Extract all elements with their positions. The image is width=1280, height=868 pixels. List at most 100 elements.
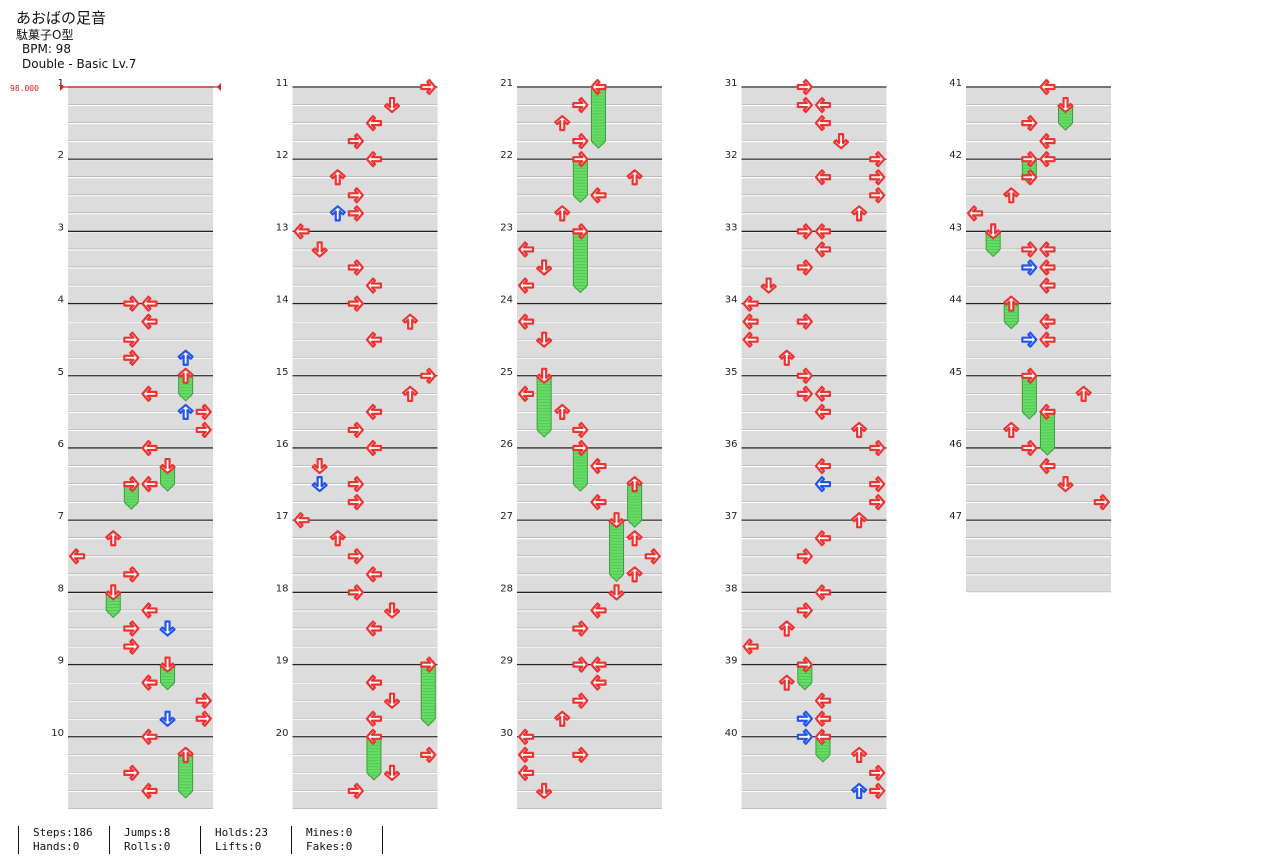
beat-band	[292, 412, 438, 429]
measure-number: 19	[276, 656, 289, 667]
beat-band	[292, 683, 438, 700]
beat-band	[741, 773, 887, 790]
difficulty-label: Double - Basic Lv.7	[22, 57, 137, 71]
step-arrow-l	[1039, 331, 1056, 348]
step-arrow-l	[814, 457, 832, 475]
beat-band	[741, 304, 887, 321]
step-arrow-r	[123, 295, 140, 312]
beat-band	[741, 142, 887, 159]
beat-band	[68, 196, 213, 213]
stat-holds: Holds:23	[215, 826, 268, 839]
beat-band	[741, 719, 887, 736]
beat-band	[966, 196, 1111, 213]
step-arrow-r	[1021, 439, 1038, 457]
step-arrow-r	[123, 476, 140, 493]
step-arrow-l	[1039, 277, 1056, 294]
beat-band	[292, 593, 438, 610]
measure-number: 4	[58, 295, 64, 306]
step-arrow-l	[517, 728, 535, 745]
step-arrow-r	[644, 548, 661, 565]
beat-band	[517, 232, 662, 249]
beat-band	[68, 665, 213, 682]
beat-band	[292, 773, 438, 790]
beat-band	[292, 178, 438, 195]
step-arrow-u	[1075, 385, 1092, 402]
step-arrow-d	[383, 692, 401, 709]
step-arrow-r	[869, 476, 886, 493]
beat-band	[517, 160, 662, 177]
beat-band	[292, 142, 438, 159]
step-arrow-l	[365, 439, 383, 457]
measure-number: 5	[58, 367, 64, 378]
beat-band	[68, 430, 213, 447]
step-arrow-r	[796, 728, 813, 745]
beat-band	[68, 701, 213, 718]
beat-band	[292, 665, 438, 682]
step-arrow-d	[1057, 96, 1074, 114]
step-arrow-u	[105, 530, 122, 547]
beat-band	[68, 160, 213, 177]
step-arrow-l	[365, 620, 383, 637]
measure-number: 38	[725, 583, 738, 594]
beat-band	[741, 629, 887, 646]
step-arrow-l	[590, 187, 607, 204]
beat-band	[741, 557, 887, 574]
step-arrow-r	[123, 566, 140, 583]
beat-band	[292, 268, 438, 285]
step-arrow-r	[347, 476, 364, 493]
beat-band	[68, 322, 213, 339]
measure-number: 35	[725, 367, 738, 378]
beat-band	[741, 394, 887, 411]
step-arrow-l	[590, 674, 607, 691]
beat-band	[517, 88, 662, 105]
stat-lifts: Lifts:0	[215, 840, 262, 853]
beat-band	[741, 683, 887, 700]
step-arrow-r	[869, 187, 886, 204]
step-arrow-l	[141, 602, 158, 619]
step-arrow-l	[365, 403, 383, 420]
beat-band	[68, 719, 213, 736]
beat-band	[741, 503, 887, 520]
beat-band	[741, 593, 887, 610]
stats-col-3: Holds:23 Lifts:0	[200, 826, 291, 854]
beat-band	[292, 449, 438, 466]
beat-band	[517, 340, 662, 357]
step-arrow-u	[778, 620, 795, 637]
step-arrow-r	[796, 367, 813, 384]
beat-band	[741, 485, 887, 502]
beat-band	[966, 232, 1111, 249]
step-arrow-d	[311, 457, 328, 475]
beat-band	[517, 376, 662, 393]
beat-band	[741, 467, 887, 484]
step-arrow-l	[1039, 313, 1056, 330]
beat-band	[292, 791, 438, 808]
beat-band	[292, 232, 438, 249]
step-arrow-r	[420, 78, 437, 96]
step-arrow-u	[1003, 421, 1020, 439]
beat-band	[292, 106, 438, 123]
beat-band	[292, 629, 438, 646]
step-arrow-u	[329, 530, 346, 547]
measure-number: 47	[949, 511, 962, 522]
beat-band	[741, 268, 887, 285]
beat-band	[292, 214, 438, 231]
beat-band	[517, 503, 662, 520]
step-arrow-r	[123, 638, 140, 655]
measure-number: 21	[500, 78, 513, 89]
beat-band	[741, 412, 887, 429]
beat-band	[966, 88, 1111, 105]
beat-band	[741, 521, 887, 538]
beat-band	[68, 124, 213, 141]
beat-band	[966, 430, 1111, 447]
beat-band	[292, 611, 438, 628]
beat-band	[68, 575, 213, 592]
stat-rolls: Rolls:0	[124, 840, 171, 853]
step-arrow-l	[141, 782, 158, 800]
beat-band	[68, 449, 213, 466]
step-arrow-r	[195, 421, 212, 439]
beat-band	[966, 304, 1111, 321]
beat-band	[517, 791, 662, 808]
step-arrow-u	[402, 313, 419, 330]
beat-band	[68, 629, 213, 646]
measure-number: 27	[500, 511, 513, 522]
